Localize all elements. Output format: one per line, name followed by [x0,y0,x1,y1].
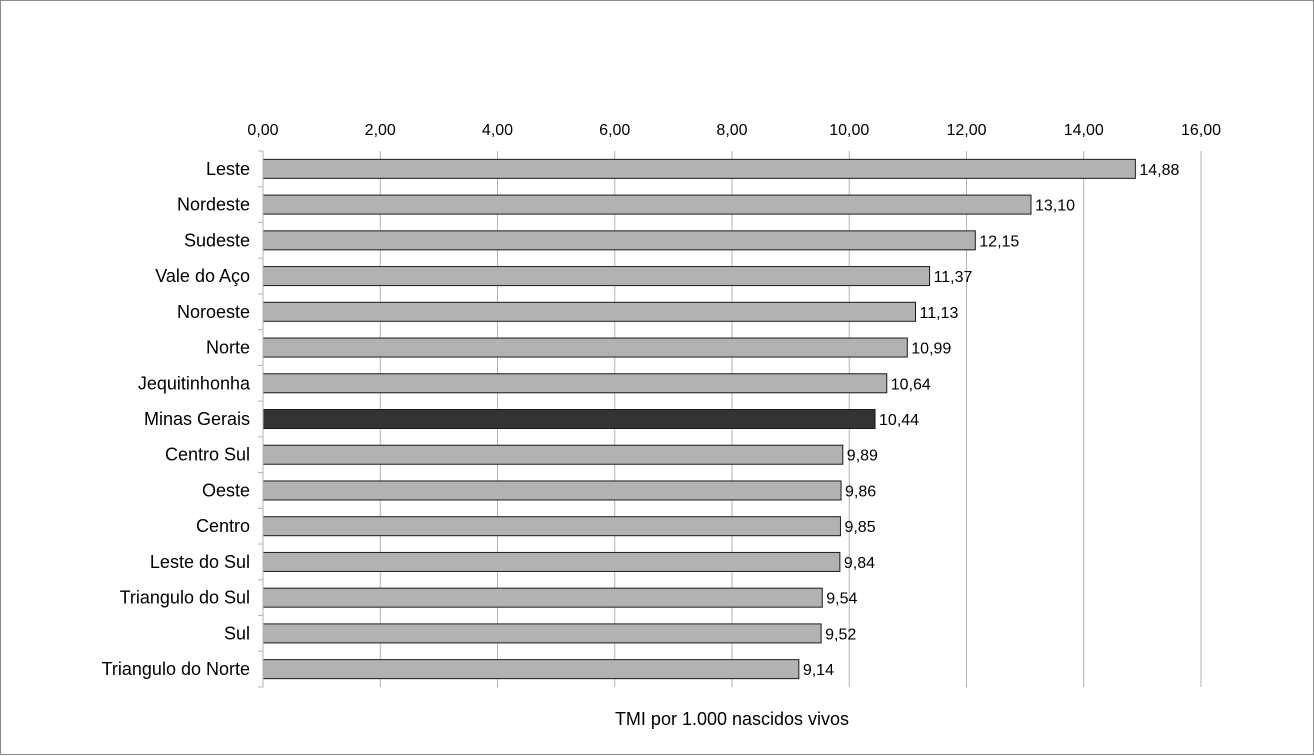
x-axis-ticks: 0,00 2,00 4,00 6,00 8,00 10,00 12,00 14,00 16,00 [247,122,1221,139]
data-label: 9,54 [826,591,857,608]
x-tick-label: 4,00 [482,122,513,139]
data-label: 9,89 [847,448,878,465]
bar [262,158,1136,179]
category-labels: Leste Nordeste Sudeste Vale do Aço Noroeste N… [102,159,251,679]
category-label: Minas Gerais [144,409,250,429]
data-label: 9,14 [803,662,834,679]
x-tick-label: 16,00 [1181,122,1221,139]
bar [262,551,841,572]
category-label: Sul [224,623,250,643]
data-label: 9,52 [825,626,856,643]
data-label: 11,13 [919,305,958,322]
category-label: Leste do Sul [150,552,250,572]
data-label: 10,44 [879,412,919,429]
category-label: Triangulo do Norte [102,659,250,679]
data-label: 12,15 [979,233,1019,250]
category-label: Triangulo do Sul [120,588,250,608]
x-tick-label: 8,00 [716,122,747,139]
category-label: Vale do Aço [155,266,250,286]
category-label: Centro Sul [165,445,250,465]
data-label: 10,64 [891,376,931,393]
category-label: Oeste [202,480,250,500]
x-tick-label: 14,00 [1064,122,1104,139]
data-label: 11,37 [934,269,973,286]
category-label: Sudeste [184,230,250,250]
category-label: Norte [206,338,250,358]
category-label: Leste [206,159,250,179]
x-tick-label: 12,00 [946,122,986,139]
data-label: 13,10 [1035,198,1075,215]
data-label: 9,86 [845,483,876,500]
category-label: Jequitinhonha [138,373,251,393]
x-tick-label: 2,00 [365,122,396,139]
x-tick-label: 0,00 [247,122,278,139]
data-label: 9,85 [844,519,875,536]
data-label: 9,84 [844,555,875,572]
bar [262,230,976,251]
value-labels: 14,88 13,10 12,15 11,37 11,13 10,99 10,64 10,44… [803,162,1180,679]
bar [262,480,842,501]
bar [262,301,916,322]
bar [262,623,822,644]
x-tick-label: 6,00 [599,122,630,139]
bar [262,516,841,537]
bar [262,337,908,358]
bar [262,659,800,680]
bar [262,373,888,394]
bar [262,266,931,287]
x-axis-title: TMI por 1.000 nascidos vivos [615,709,849,729]
data-label: 10,99 [911,341,951,358]
bar [262,587,823,608]
category-label: Nordeste [177,195,250,215]
data-label: 14,88 [1139,162,1179,179]
category-label: Noroeste [177,302,250,322]
bar [262,409,876,429]
bar [262,194,1032,215]
x-tick-label: 10,00 [829,122,869,139]
bar [262,444,844,465]
category-label: Centro [196,516,250,536]
